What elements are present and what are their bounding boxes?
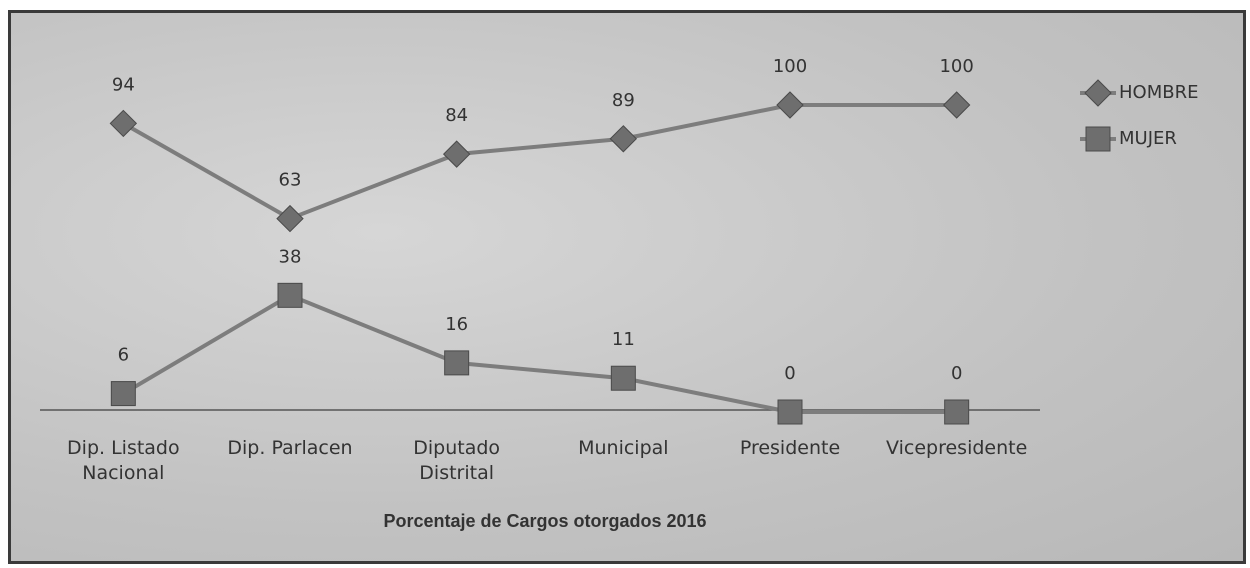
marker	[777, 399, 803, 425]
legend-marker	[1084, 79, 1112, 107]
data-label: 100	[773, 56, 807, 77]
chart-frame	[8, 10, 1246, 564]
data-label: 84	[445, 105, 468, 126]
data-label: 94	[112, 74, 135, 95]
data-label: 0	[784, 363, 795, 384]
data-label: 63	[279, 170, 302, 191]
x-tick-label: Dip. Listado Nacional	[67, 437, 180, 484]
marker	[444, 350, 470, 376]
x-tick-label: Municipal	[578, 437, 669, 459]
data-label: 16	[445, 314, 468, 335]
data-label: 100	[939, 56, 973, 77]
marker	[277, 282, 303, 308]
series-line	[122, 103, 957, 221]
marker	[110, 381, 136, 407]
legend-label: MUJER	[1119, 128, 1177, 149]
legend-label: HOMBRE	[1119, 82, 1198, 103]
data-label: 11	[612, 329, 635, 350]
legend-marker	[1085, 126, 1111, 152]
marker	[442, 140, 471, 168]
marker	[944, 399, 970, 425]
series-line	[122, 293, 957, 414]
x-tick-label: Presidente	[739, 437, 841, 459]
marker	[776, 91, 804, 119]
data-label: 38	[279, 246, 302, 267]
marker	[610, 365, 636, 391]
data-label: 6	[118, 345, 129, 366]
marker	[276, 204, 304, 233]
marker	[942, 91, 971, 119]
data-label: 0	[951, 363, 962, 384]
chart-title: Porcentaje de Cargos otorgados 2016	[383, 511, 706, 531]
marker	[109, 109, 138, 138]
x-tick-label: Dip. Parlacen	[227, 437, 353, 459]
x-tick-label: Vicepresidente	[886, 437, 1028, 459]
marker	[609, 125, 638, 153]
x-tick-label: Diputado Distrital	[413, 437, 501, 484]
data-label: 89	[612, 90, 635, 111]
